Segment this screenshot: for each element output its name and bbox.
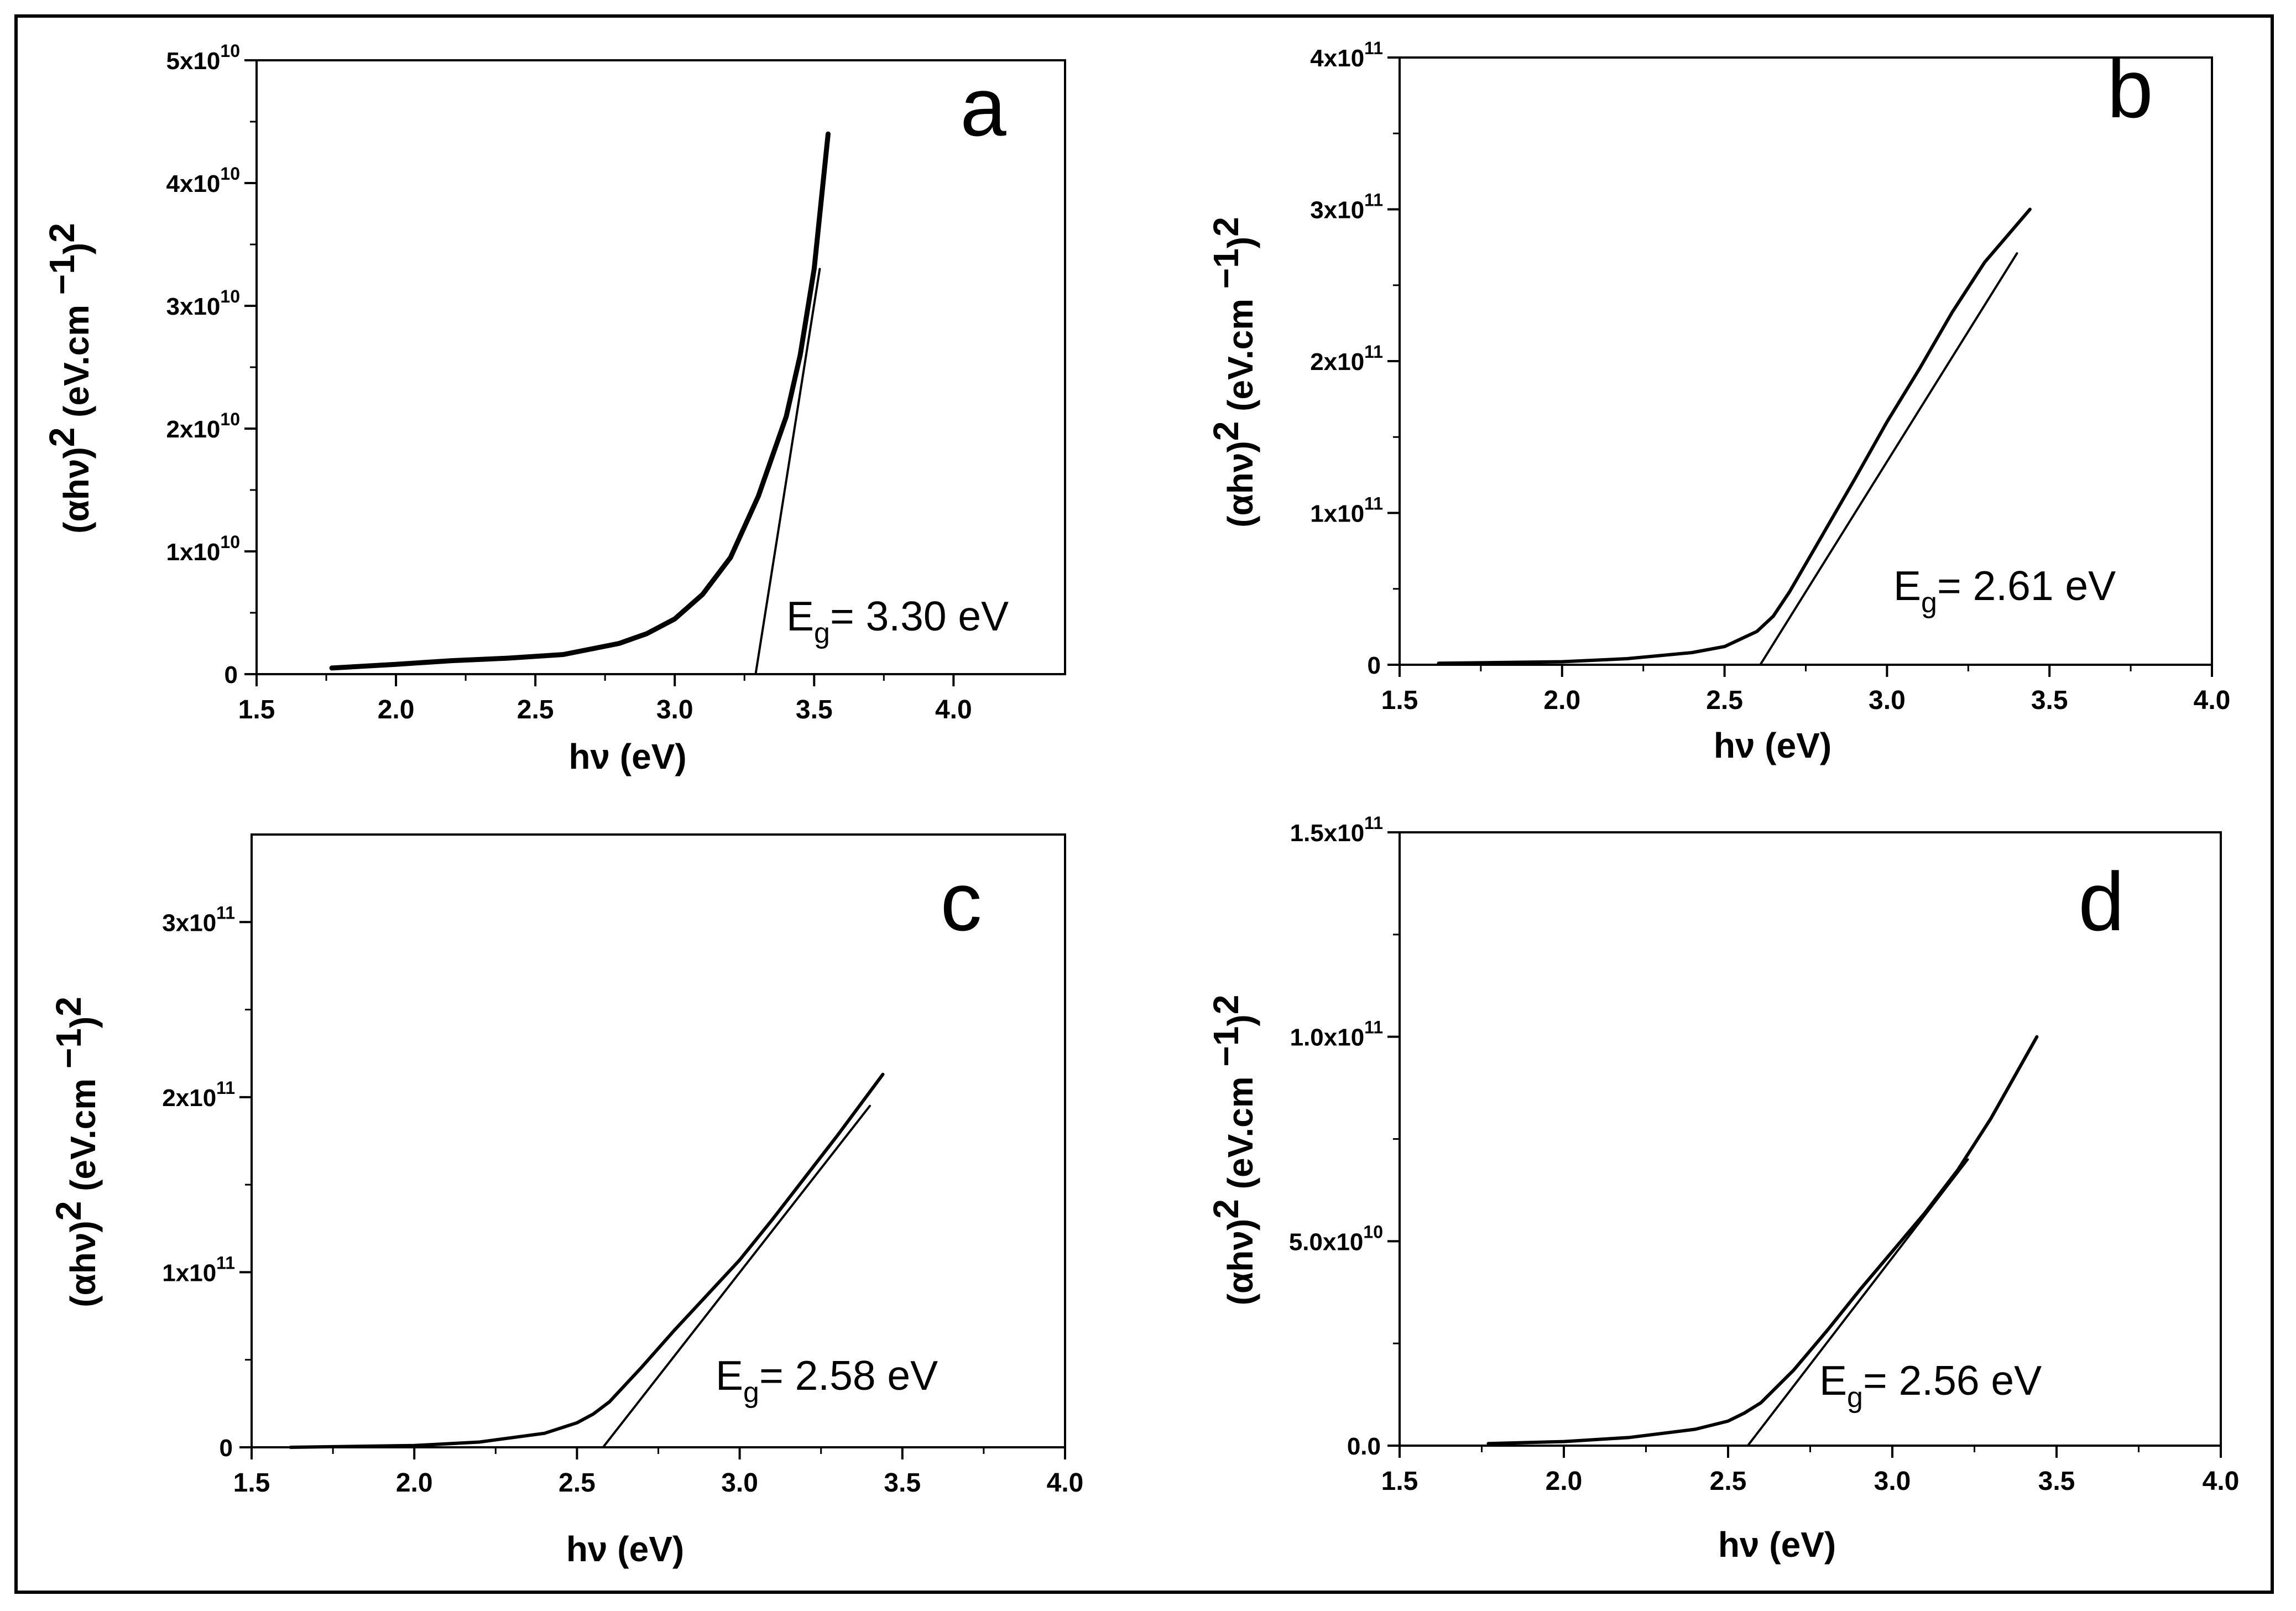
series-data-line (289, 1072, 885, 1449)
series-tangent-line (1759, 252, 2018, 666)
x-axis-label: hν (eV) (1718, 1525, 1836, 1565)
x-tick-label: 2.0 (396, 1468, 433, 1498)
x-tick-label: 2.5 (1706, 686, 1743, 715)
x-tick-label: 2.0 (1543, 686, 1580, 715)
x-axis-label: hν (eV) (1714, 726, 1831, 765)
x-tick-label: 1.5 (1381, 686, 1418, 715)
band-gap-annotation: Eg= 3.30 eV (786, 593, 1009, 649)
series-tangent-line (754, 268, 821, 675)
series-tangent-line (602, 1104, 871, 1448)
y-tick-label: 1x1010 (166, 532, 240, 566)
y-tick-label: 0 (220, 1435, 233, 1462)
x-tick-label: 3.0 (656, 695, 693, 724)
x-axis-label: hν (eV) (566, 1529, 684, 1569)
y-tick-label: 1x1011 (162, 1253, 235, 1286)
y-tick-label: 2x1011 (1310, 342, 1383, 376)
y-axis-label: (αhν)2 (eV.cm −1)2 (1206, 995, 1260, 1306)
series-data-line (329, 131, 831, 671)
series-tangent-line (1746, 1158, 1969, 1447)
x-tick-label: 4.0 (2203, 1467, 2240, 1496)
x-tick-label: 3.5 (2038, 1467, 2075, 1496)
y-axis-label: (αhν)2 (eV.cm −1)2 (42, 223, 96, 534)
y-tick-label: 2x1011 (162, 1078, 235, 1112)
band-gap-annotation: Eg= 2.58 eV (716, 1352, 938, 1409)
y-tick-label: 1.5x1011 (1290, 813, 1383, 847)
x-tick-label: 2.0 (1546, 1467, 1583, 1496)
x-tick-label: 3.0 (721, 1468, 758, 1498)
y-tick-label: 5.0x1010 (1289, 1222, 1383, 1255)
series-data-line (1486, 1035, 2039, 1446)
y-tick-label: 3x1011 (162, 903, 235, 936)
y-tick-label: 0 (1368, 652, 1381, 679)
x-tick-label: 3.0 (1869, 686, 1906, 715)
band-gap-annotation: Eg= 2.56 eV (1819, 1357, 2042, 1414)
y-tick-label: 2x1010 (166, 409, 240, 443)
y-tick-label: 3x1010 (166, 286, 240, 320)
y-tick-label: 0.0 (1347, 1433, 1381, 1460)
x-tick-label: 4.0 (2194, 686, 2231, 715)
y-tick-label: 1.0x1011 (1290, 1018, 1383, 1051)
x-tick-label: 4.0 (935, 695, 972, 724)
x-tick-label: 2.5 (1710, 1467, 1747, 1496)
band-gap-annotation: Eg= 2.61 eV (1893, 562, 2116, 619)
x-tick-label: 4.0 (1047, 1468, 1084, 1498)
y-tick-label: 1x1011 (1310, 494, 1383, 528)
x-tick-label: 2.0 (378, 695, 415, 724)
x-tick-label: 3.5 (796, 695, 833, 724)
x-tick-label: 1.5 (233, 1468, 270, 1498)
x-tick-label: 3.5 (2031, 686, 2068, 715)
y-tick-label: 0 (225, 661, 238, 689)
x-tick-label: 2.5 (559, 1468, 596, 1498)
panel-letter: a (960, 60, 1006, 153)
x-axis-label: hν (eV) (568, 737, 686, 776)
x-tick-label: 1.5 (1381, 1467, 1418, 1496)
panel-letter: b (2107, 42, 2153, 135)
y-axis-label: (αhν)2 (eV.cm −1)2 (1206, 217, 1260, 528)
x-tick-label: 3.5 (884, 1468, 921, 1498)
x-tick-label: 2.5 (517, 695, 554, 724)
panel-letter: d (2078, 855, 2124, 948)
y-axis-label: (αhν)2 (eV.cm −1)2 (49, 997, 103, 1307)
figure-frame (14, 14, 2274, 1594)
x-tick-label: 1.5 (238, 695, 275, 724)
panel-letter: c (941, 855, 982, 948)
y-tick-label: 4x1011 (1310, 38, 1383, 72)
x-tick-label: 3.0 (1874, 1467, 1911, 1496)
series-data-line (1437, 207, 2032, 665)
y-tick-label: 5x1010 (166, 41, 240, 75)
y-tick-label: 4x1010 (166, 164, 240, 197)
y-tick-label: 3x1011 (1310, 190, 1383, 224)
